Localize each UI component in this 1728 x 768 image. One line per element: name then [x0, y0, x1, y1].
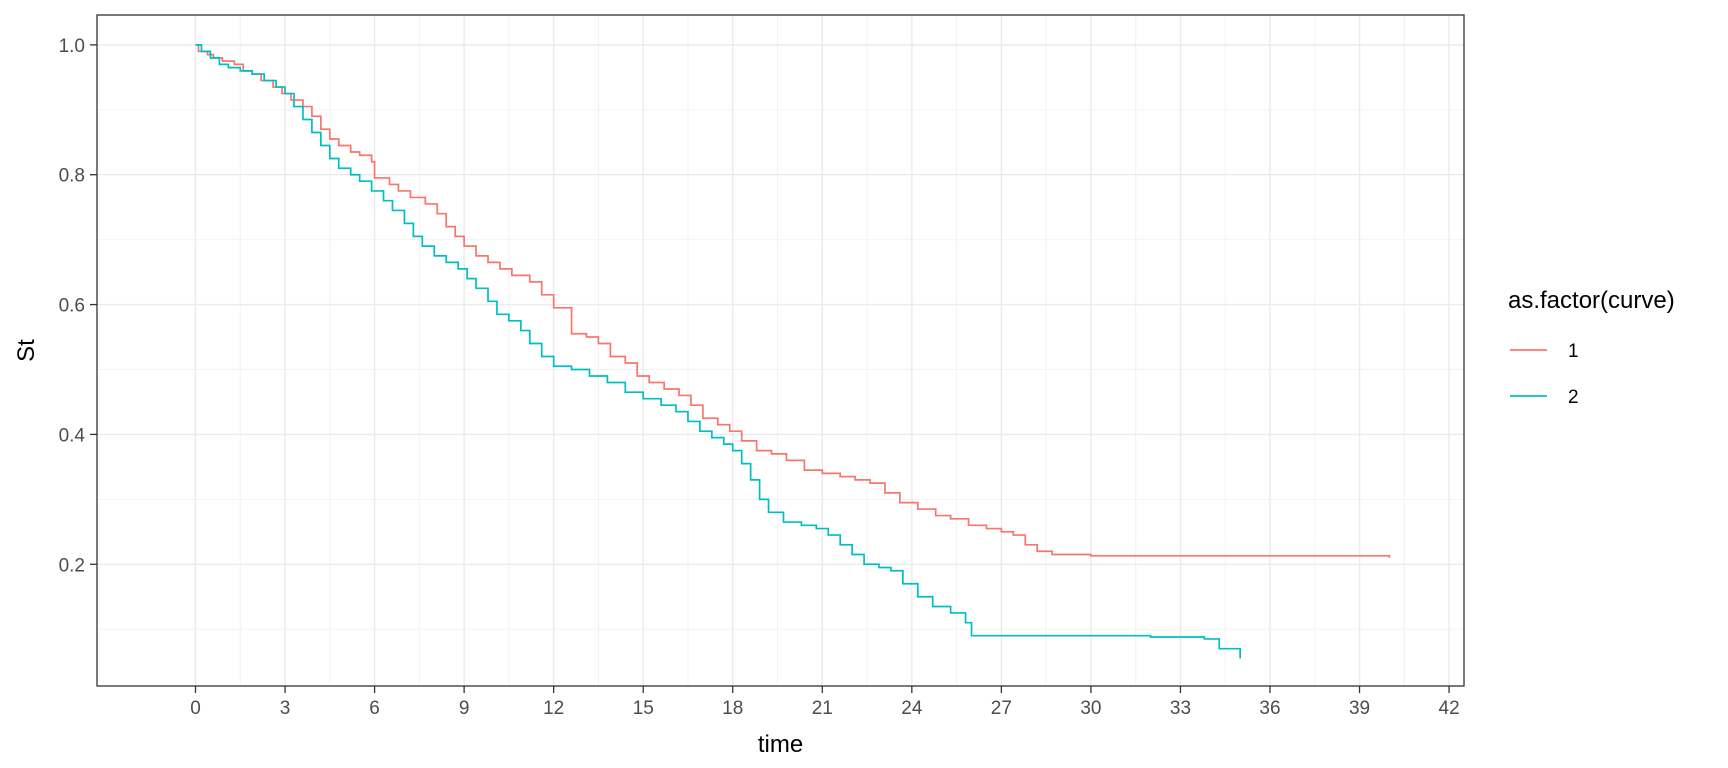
- series-2-line: [195, 44, 1241, 659]
- series-layer: [195, 44, 1391, 659]
- minor-gridlines: [97, 15, 1464, 686]
- x-tick-label: 9: [459, 698, 470, 719]
- x-tick-label: 27: [991, 698, 1012, 719]
- x-axis: 0 3 6 9 12 15 18 21 24 27 30 33 36 39 42: [190, 686, 1460, 719]
- x-tick-label: 15: [633, 698, 654, 719]
- y-tick-label: 0.8: [59, 166, 85, 187]
- x-tick-label: 39: [1349, 698, 1370, 719]
- x-tick-label: 24: [901, 698, 923, 719]
- x-tick-label: 30: [1080, 698, 1101, 719]
- plot-panel: [96, 14, 1465, 687]
- x-tick-label: 3: [280, 698, 291, 719]
- x-tick-label: 36: [1259, 698, 1280, 719]
- legend-title: as.factor(curve): [1508, 287, 1675, 314]
- major-gridlines: [97, 15, 1464, 686]
- legend-label-1: 1: [1568, 341, 1579, 362]
- x-tick-label: 12: [543, 698, 564, 719]
- x-tick-label: 0: [190, 698, 201, 719]
- x-tick-label: 42: [1439, 698, 1460, 719]
- y-axis-title: St: [13, 339, 40, 362]
- x-tick-label: 21: [812, 698, 833, 719]
- y-axis: 0.2 0.4 0.6 0.8 1.0: [59, 36, 97, 576]
- legend-label-2: 2: [1568, 387, 1579, 408]
- x-tick-label: 18: [722, 698, 743, 719]
- y-tick-label: 1.0: [59, 36, 85, 57]
- y-tick-label: 0.6: [59, 296, 85, 317]
- panel-border: [96, 14, 1465, 687]
- x-tick-label: 6: [369, 698, 380, 719]
- y-tick-label: 0.4: [59, 425, 86, 446]
- x-axis-title: time: [758, 731, 803, 758]
- series-1-line: [195, 44, 1391, 558]
- legend: as.factor(curve) 1 2: [1508, 287, 1675, 408]
- x-tick-label: 33: [1170, 698, 1191, 719]
- panel-background: [97, 15, 1464, 686]
- y-tick-label: 0.2: [59, 555, 85, 576]
